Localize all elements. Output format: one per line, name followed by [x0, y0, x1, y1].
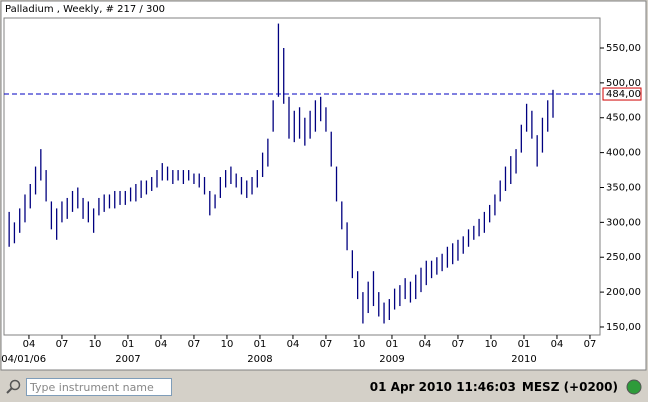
chart: Palladium , Weekly, # 217 / 300 150,00 20… [0, 0, 647, 371]
y-tick-label: 250,00 [606, 252, 641, 263]
y-tick-label: 150,00 [606, 322, 641, 333]
x-year-label: 2007 [115, 354, 140, 365]
y-tick-label: 200,00 [606, 287, 641, 298]
x-tick-label: 07 [452, 339, 465, 350]
x-tick-label: 10 [89, 339, 102, 350]
x-tick-label: 04 [155, 339, 168, 350]
y-tick-label: 500,00 [606, 78, 641, 89]
x-tick-label: 10 [485, 339, 498, 350]
x-year-label: 2010 [511, 354, 536, 365]
y-tick-label: 450,00 [606, 113, 641, 124]
x-tick-label: 04 [23, 339, 36, 350]
status-light [626, 379, 642, 395]
x-tick-label: 10 [221, 339, 234, 350]
y-tick-label: 350,00 [606, 182, 641, 193]
last-price-box [602, 87, 642, 101]
x-tick-label: 01 [386, 339, 399, 350]
search-icon[interactable] [6, 379, 22, 395]
x-year-label: 2009 [379, 354, 404, 365]
x-tick-label: 01 [518, 339, 531, 350]
chart-title: Palladium , Weekly, # 217 / 300 [5, 4, 165, 15]
x-tick-label: 07 [320, 339, 333, 350]
search-input[interactable]: Type instrument name [26, 378, 172, 396]
x-tick-label: 07 [188, 339, 201, 350]
x-year-label: 04/01/06 [1, 354, 46, 365]
last-price-label: 484,00 [606, 89, 641, 100]
y-tick-label: 300,00 [606, 217, 641, 228]
x-tick-label: 04 [551, 339, 564, 350]
x-tick-label: 07 [584, 339, 597, 350]
datetime: 01 Apr 2010 11:46:03 [369, 380, 516, 394]
plot-frame [3, 17, 601, 336]
x-tick-label: 01 [254, 339, 267, 350]
toolbar: Type instrument name 01 Apr 2010 11:46:0… [0, 372, 648, 402]
x-tick-label: 01 [122, 339, 135, 350]
y-tick-label: 400,00 [606, 148, 641, 159]
chart-panel [0, 0, 647, 371]
x-tick-label: 04 [287, 339, 300, 350]
x-year-label: 2008 [247, 354, 272, 365]
timezone: MESZ (+0200) [521, 380, 618, 394]
x-tick-label: 10 [353, 339, 366, 350]
x-tick-label: 04 [419, 339, 432, 350]
x-tick-label: 07 [56, 339, 69, 350]
y-tick-label: 550,00 [606, 43, 641, 54]
